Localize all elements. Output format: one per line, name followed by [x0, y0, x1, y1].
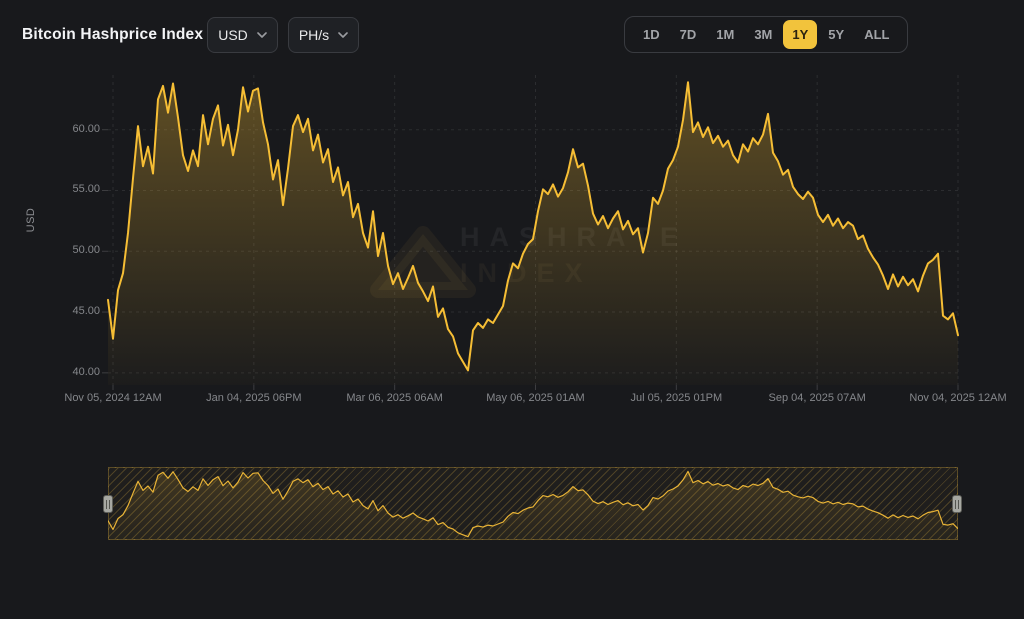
- chevron-down-icon: [256, 32, 267, 38]
- x-tick-label: Mar 06, 2025 06AM: [346, 392, 443, 404]
- y-tick-label: 50.00: [72, 244, 100, 257]
- range-button-all[interactable]: ALL: [855, 20, 898, 49]
- x-tick-label: Jul 05, 2025 01PM: [630, 392, 723, 404]
- unit-dropdown[interactable]: PH/s: [288, 17, 359, 53]
- x-tick-label: Sep 04, 2025 07AM: [768, 392, 866, 404]
- y-tick-label: 45.00: [72, 305, 100, 318]
- chart-area-fill: [108, 82, 958, 386]
- range-button-7d[interactable]: 7D: [671, 20, 706, 49]
- y-axis-title: USD: [25, 207, 37, 233]
- x-tick-label: Nov 04, 2025 12AM: [909, 392, 1007, 404]
- range-button-5y[interactable]: 5Y: [819, 20, 853, 49]
- range-selector: 1D 7D 1M 3M 1Y 5Y ALL: [624, 16, 909, 53]
- navigator-line: [108, 470, 958, 538]
- x-tick-label: May 06, 2025 01AM: [486, 392, 585, 404]
- hashprice-chart[interactable]: [102, 75, 959, 390]
- hashprice-line: [107, 81, 959, 372]
- range-button-1m[interactable]: 1M: [707, 20, 743, 49]
- range-button-1d[interactable]: 1D: [634, 20, 669, 49]
- navigator-area-fill: [108, 471, 958, 540]
- y-tick-label: 40.00: [72, 365, 100, 378]
- navigator-left-handle[interactable]: [103, 495, 113, 513]
- currency-dropdown-value: USD: [218, 27, 248, 43]
- currency-dropdown[interactable]: USD: [207, 17, 278, 53]
- unit-dropdown-value: PH/s: [298, 27, 330, 43]
- y-tick-label: 60.00: [72, 122, 100, 135]
- navigator-mini-chart[interactable]: [108, 467, 958, 540]
- chevron-down-icon: [338, 32, 348, 38]
- navigator-selection[interactable]: [108, 467, 958, 540]
- navigator-right-handle[interactable]: [952, 495, 962, 513]
- range-button-1y[interactable]: 1Y: [783, 20, 818, 49]
- y-tick-label: 55.00: [72, 183, 100, 196]
- x-tick-label: Nov 05, 2024 12AM: [64, 392, 162, 404]
- x-tick-label: Jan 04, 2025 06PM: [206, 392, 302, 404]
- page-title: Bitcoin Hashprice Index: [22, 26, 204, 43]
- range-button-3m[interactable]: 3M: [745, 20, 781, 49]
